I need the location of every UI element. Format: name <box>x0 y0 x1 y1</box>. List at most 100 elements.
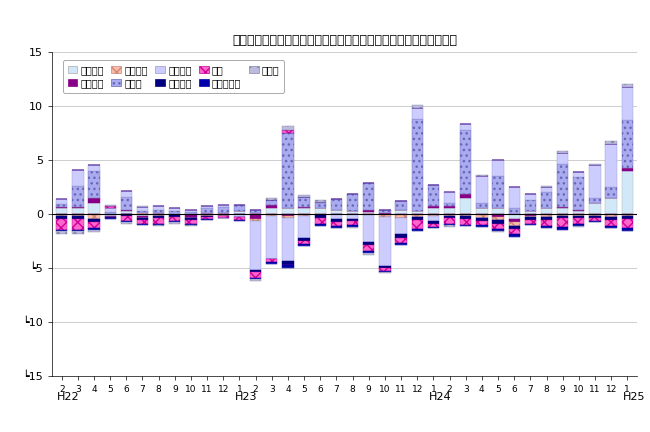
Bar <box>266 259 278 263</box>
Bar <box>218 205 229 207</box>
Title: 三重県鉱工業生産の業種別前月比寄与度の推移（季節調整済指数）: 三重県鉱工業生産の業種別前月比寄与度の推移（季節調整済指数） <box>232 34 457 47</box>
Bar <box>363 242 374 245</box>
Text: H23: H23 <box>235 392 257 402</box>
Bar <box>557 164 568 207</box>
Bar <box>444 192 455 203</box>
Bar <box>169 217 181 222</box>
Bar <box>411 229 423 231</box>
Bar <box>88 171 99 198</box>
Bar <box>121 211 132 214</box>
Bar <box>169 215 181 217</box>
Bar <box>185 220 197 224</box>
Bar <box>525 220 536 224</box>
Bar <box>444 225 455 227</box>
Bar <box>444 209 455 214</box>
Bar <box>202 215 213 216</box>
Bar <box>88 219 99 222</box>
Bar <box>460 124 471 130</box>
Bar <box>153 210 164 213</box>
Bar <box>298 197 310 207</box>
Bar <box>298 244 310 246</box>
Bar <box>363 245 374 251</box>
Bar <box>298 195 310 197</box>
Bar <box>56 199 68 204</box>
Bar <box>395 201 407 210</box>
Bar <box>185 224 197 225</box>
Bar <box>298 207 310 209</box>
Bar <box>121 197 132 210</box>
Bar <box>525 217 536 220</box>
Bar <box>444 216 455 218</box>
Bar <box>379 217 391 266</box>
Bar <box>331 214 342 219</box>
Bar <box>379 213 391 214</box>
Bar <box>460 225 471 226</box>
Bar <box>557 216 568 218</box>
Bar <box>56 231 68 234</box>
Bar <box>298 216 310 238</box>
Bar <box>56 209 68 214</box>
Bar <box>444 218 455 224</box>
Bar <box>315 218 326 224</box>
Bar <box>105 205 116 206</box>
Bar <box>363 214 374 215</box>
Bar <box>88 230 99 232</box>
Bar <box>153 213 164 214</box>
Bar <box>606 215 617 217</box>
Bar <box>621 228 633 231</box>
Bar <box>508 226 520 229</box>
Bar <box>250 270 261 272</box>
Bar <box>315 224 326 226</box>
Bar <box>72 230 83 231</box>
Bar <box>347 227 358 228</box>
Bar <box>395 215 407 218</box>
Bar <box>347 214 358 219</box>
Bar <box>428 185 439 206</box>
Bar <box>460 216 471 219</box>
Bar <box>153 225 164 226</box>
Bar <box>105 218 116 219</box>
Bar <box>72 214 83 216</box>
Bar <box>266 263 278 264</box>
Bar <box>56 216 68 219</box>
Bar <box>573 177 584 210</box>
Bar <box>541 214 552 215</box>
Bar <box>460 198 471 214</box>
Bar <box>282 214 294 216</box>
Bar <box>105 209 116 212</box>
Bar <box>621 214 633 216</box>
Bar <box>621 219 633 228</box>
Bar <box>315 209 326 214</box>
Bar <box>153 216 164 218</box>
Bar <box>202 219 213 220</box>
Bar <box>541 187 552 192</box>
Bar <box>411 119 423 211</box>
Bar <box>395 238 407 243</box>
Bar <box>492 224 504 229</box>
Bar <box>460 214 471 216</box>
Bar <box>590 198 601 203</box>
Bar <box>56 230 68 231</box>
Bar <box>395 210 407 214</box>
Bar <box>590 214 601 216</box>
Bar <box>315 203 326 209</box>
Bar <box>411 211 423 214</box>
Bar <box>590 216 601 218</box>
Bar <box>590 218 601 222</box>
Bar <box>153 214 164 215</box>
Bar <box>218 213 229 214</box>
Bar <box>282 218 294 261</box>
Bar <box>606 141 617 143</box>
Text: H22: H22 <box>57 392 79 402</box>
Bar <box>282 209 294 214</box>
Bar <box>525 216 536 217</box>
Bar <box>266 198 278 200</box>
Bar <box>379 272 391 273</box>
Bar <box>185 218 197 220</box>
Bar <box>476 209 488 214</box>
Bar <box>411 108 423 119</box>
Bar <box>444 214 455 216</box>
Bar <box>541 217 552 220</box>
Bar <box>606 217 617 220</box>
Bar <box>525 211 536 214</box>
